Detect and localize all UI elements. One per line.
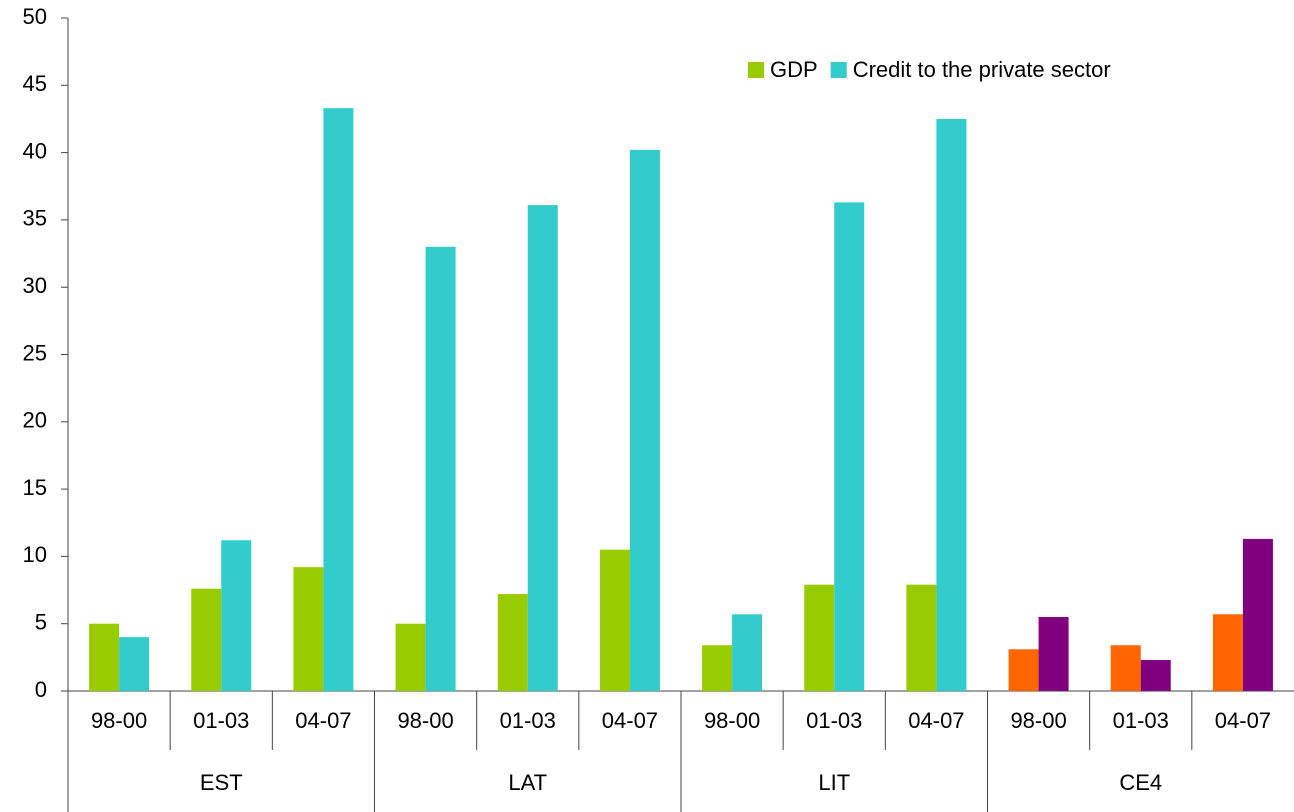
legend-label: Credit to the private sector bbox=[853, 57, 1111, 82]
bar bbox=[629, 149, 660, 691]
y-tick-label: 25 bbox=[23, 340, 47, 365]
legend-swatch bbox=[830, 62, 847, 78]
x-tick-label: 04-07 bbox=[295, 708, 351, 733]
x-tick-label: 04-07 bbox=[602, 708, 658, 733]
y-tick-label: 50 bbox=[23, 4, 47, 29]
x-tick-label: 01-03 bbox=[1113, 708, 1169, 733]
bar bbox=[395, 623, 426, 691]
x-tick-label: 04-07 bbox=[1215, 708, 1271, 733]
bar bbox=[527, 205, 558, 691]
group-label: CE4 bbox=[1119, 770, 1162, 795]
x-tick-label: 98-00 bbox=[1010, 708, 1066, 733]
y-tick-label: 10 bbox=[23, 542, 47, 567]
bar bbox=[702, 645, 733, 691]
y-tick-label: 40 bbox=[23, 138, 47, 163]
legend-swatch bbox=[748, 62, 764, 78]
bar bbox=[497, 594, 528, 691]
x-tick-label: 01-03 bbox=[806, 708, 862, 733]
x-tick-label: 98-00 bbox=[397, 708, 453, 733]
y-tick-label: 30 bbox=[23, 273, 47, 298]
bar bbox=[323, 108, 354, 691]
y-tick-label: 5 bbox=[35, 610, 47, 635]
bar bbox=[119, 637, 150, 691]
bar bbox=[834, 202, 865, 692]
y-tick-label: 20 bbox=[23, 408, 47, 433]
bar bbox=[293, 567, 324, 691]
y-tick-label: 45 bbox=[23, 71, 47, 96]
bar bbox=[221, 540, 252, 691]
group-label: EST bbox=[200, 770, 243, 795]
bar bbox=[89, 623, 120, 691]
bar bbox=[1008, 649, 1039, 691]
x-tick-label: 98-00 bbox=[91, 708, 147, 733]
bar bbox=[936, 118, 967, 691]
x-tick-label: 01-03 bbox=[193, 708, 249, 733]
bar bbox=[1242, 538, 1273, 691]
legend-label: GDP bbox=[770, 57, 818, 82]
group-label: LAT bbox=[508, 770, 547, 795]
bar bbox=[191, 588, 222, 691]
bar bbox=[1212, 614, 1243, 691]
group-label: LIT bbox=[818, 770, 850, 795]
y-tick-label: 35 bbox=[23, 206, 47, 231]
bar bbox=[1140, 660, 1171, 691]
y-tick-label: 0 bbox=[35, 677, 47, 702]
x-tick-label: 01-03 bbox=[500, 708, 556, 733]
bar bbox=[1038, 616, 1069, 691]
bar bbox=[599, 549, 630, 691]
bar bbox=[906, 584, 937, 691]
x-tick-label: 04-07 bbox=[908, 708, 964, 733]
bar bbox=[804, 584, 835, 691]
bar bbox=[732, 614, 763, 691]
y-tick-label: 15 bbox=[23, 475, 47, 500]
x-tick-label: 98-00 bbox=[704, 708, 760, 733]
bar bbox=[1110, 645, 1141, 691]
bar bbox=[425, 246, 456, 691]
